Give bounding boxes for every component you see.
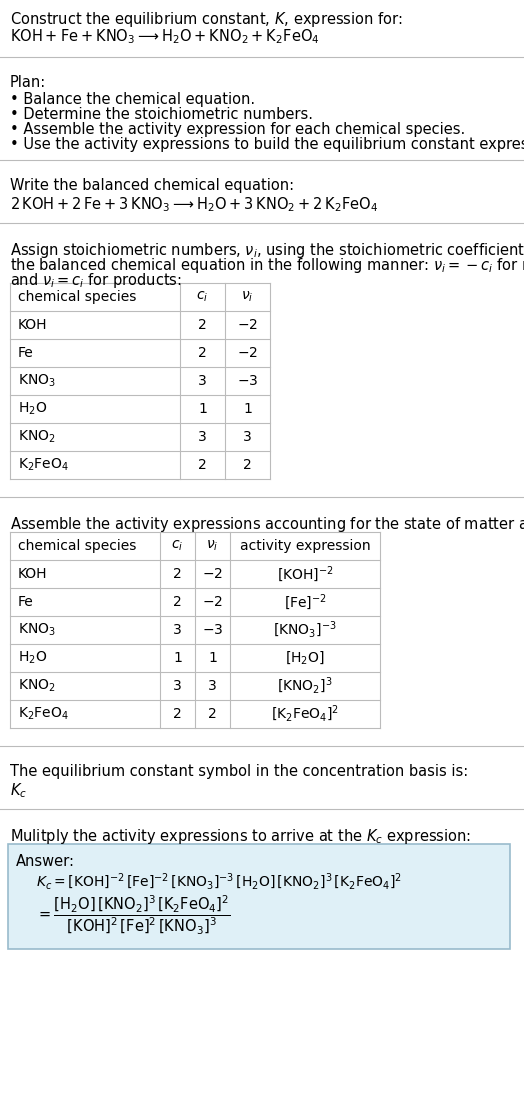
- Text: chemical species: chemical species: [18, 539, 136, 553]
- Text: 2: 2: [173, 707, 182, 721]
- Text: $\mathrm{H_2O}$: $\mathrm{H_2O}$: [18, 650, 47, 666]
- Text: $\mathrm{KNO_3}$: $\mathrm{KNO_3}$: [18, 373, 56, 389]
- Text: Plan:: Plan:: [10, 75, 46, 90]
- Text: 3: 3: [243, 430, 252, 444]
- Text: $\mathrm{2\,KOH + 2\,Fe + 3\,KNO_3 \longrightarrow H_2O + 3\,KNO_2 + 2\,K_2FeO_4: $\mathrm{2\,KOH + 2\,Fe + 3\,KNO_3 \long…: [10, 195, 378, 213]
- Text: 2: 2: [173, 595, 182, 609]
- Text: Fe: Fe: [18, 346, 34, 360]
- Text: 1: 1: [243, 402, 252, 417]
- Text: $-2$: $-2$: [202, 567, 223, 581]
- Text: $[\mathrm{K_2FeO_4}]^2$: $[\mathrm{K_2FeO_4}]^2$: [271, 703, 339, 724]
- Text: $-3$: $-3$: [202, 623, 223, 637]
- Text: 1: 1: [208, 651, 217, 665]
- Text: $c_i$: $c_i$: [171, 539, 183, 553]
- Text: • Use the activity expressions to build the equilibrium constant expression.: • Use the activity expressions to build …: [10, 137, 524, 152]
- Text: 3: 3: [173, 679, 182, 693]
- Text: activity expression: activity expression: [239, 539, 370, 553]
- Text: $\mathrm{KNO_2}$: $\mathrm{KNO_2}$: [18, 678, 56, 695]
- Text: $[\mathrm{H_2O}]$: $[\mathrm{H_2O}]$: [285, 650, 325, 666]
- Text: KOH: KOH: [18, 567, 48, 581]
- Text: 3: 3: [198, 374, 207, 388]
- Text: $K_c$: $K_c$: [10, 781, 27, 800]
- Text: 3: 3: [208, 679, 217, 693]
- Text: $[\mathrm{KNO_2}]^3$: $[\mathrm{KNO_2}]^3$: [277, 676, 333, 696]
- Text: 1: 1: [198, 402, 207, 417]
- Text: $\nu_i$: $\nu_i$: [206, 539, 219, 553]
- Text: 2: 2: [198, 458, 207, 471]
- Text: Write the balanced chemical equation:: Write the balanced chemical equation:: [10, 178, 294, 193]
- Text: $[\mathrm{KOH}]^{-2}$: $[\mathrm{KOH}]^{-2}$: [277, 564, 333, 584]
- Text: 2: 2: [198, 346, 207, 360]
- Text: 1: 1: [173, 651, 182, 665]
- Text: $-3$: $-3$: [237, 374, 258, 388]
- Text: 2: 2: [243, 458, 252, 471]
- Text: Assign stoichiometric numbers, $\nu_i$, using the stoichiometric coefficients, $: Assign stoichiometric numbers, $\nu_i$, …: [10, 241, 524, 260]
- Text: $\mathrm{H_2O}$: $\mathrm{H_2O}$: [18, 401, 47, 418]
- Text: $-2$: $-2$: [237, 346, 258, 360]
- Text: $[\mathrm{Fe}]^{-2}$: $[\mathrm{Fe}]^{-2}$: [283, 592, 326, 612]
- Text: $-2$: $-2$: [237, 318, 258, 332]
- Text: Fe: Fe: [18, 595, 34, 609]
- Text: Mulitply the activity expressions to arrive at the $K_c$ expression:: Mulitply the activity expressions to arr…: [10, 828, 471, 846]
- FancyBboxPatch shape: [8, 844, 510, 950]
- Text: Answer:: Answer:: [16, 854, 75, 869]
- Text: The equilibrium constant symbol in the concentration basis is:: The equilibrium constant symbol in the c…: [10, 764, 468, 779]
- Text: 2: 2: [198, 318, 207, 332]
- Text: and $\nu_i = c_i$ for products:: and $\nu_i = c_i$ for products:: [10, 271, 182, 290]
- Text: 3: 3: [198, 430, 207, 444]
- Text: $= \dfrac{[\mathrm{H_2O}]\,[\mathrm{KNO_2}]^3\,[\mathrm{K_2FeO_4}]^2}{[\mathrm{K: $= \dfrac{[\mathrm{H_2O}]\,[\mathrm{KNO_…: [36, 893, 231, 937]
- Text: $[\mathrm{KNO_3}]^{-3}$: $[\mathrm{KNO_3}]^{-3}$: [273, 620, 337, 641]
- Text: Construct the equilibrium constant, $K$, expression for:: Construct the equilibrium constant, $K$,…: [10, 10, 402, 29]
- Text: • Determine the stoichiometric numbers.: • Determine the stoichiometric numbers.: [10, 107, 313, 122]
- Text: $\mathrm{K_2FeO_4}$: $\mathrm{K_2FeO_4}$: [18, 457, 69, 474]
- Text: $\nu_i$: $\nu_i$: [241, 290, 254, 304]
- Text: the balanced chemical equation in the following manner: $\nu_i = -c_i$ for react: the balanced chemical equation in the fo…: [10, 256, 524, 275]
- Text: $\mathrm{KNO_3}$: $\mathrm{KNO_3}$: [18, 622, 56, 639]
- Text: $\mathrm{KOH + Fe + KNO_3 \longrightarrow H_2O + KNO_2 + K_2FeO_4}$: $\mathrm{KOH + Fe + KNO_3 \longrightarro…: [10, 27, 320, 46]
- Text: chemical species: chemical species: [18, 290, 136, 304]
- Text: 2: 2: [173, 567, 182, 581]
- Text: KOH: KOH: [18, 318, 48, 332]
- Text: • Balance the chemical equation.: • Balance the chemical equation.: [10, 92, 255, 107]
- Text: 2: 2: [208, 707, 217, 721]
- Text: $\mathrm{K_2FeO_4}$: $\mathrm{K_2FeO_4}$: [18, 706, 69, 722]
- Text: $-2$: $-2$: [202, 595, 223, 609]
- Text: $K_c = [\mathrm{KOH}]^{-2}\,[\mathrm{Fe}]^{-2}\,[\mathrm{KNO_3}]^{-3}\,[\mathrm{: $K_c = [\mathrm{KOH}]^{-2}\,[\mathrm{Fe}…: [36, 872, 402, 892]
- Text: $\mathrm{KNO_2}$: $\mathrm{KNO_2}$: [18, 429, 56, 445]
- Text: 3: 3: [173, 623, 182, 637]
- Text: • Assemble the activity expression for each chemical species.: • Assemble the activity expression for e…: [10, 122, 465, 137]
- Text: $c_i$: $c_i$: [196, 290, 209, 304]
- Text: Assemble the activity expressions accounting for the state of matter and $\nu_i$: Assemble the activity expressions accoun…: [10, 515, 524, 534]
